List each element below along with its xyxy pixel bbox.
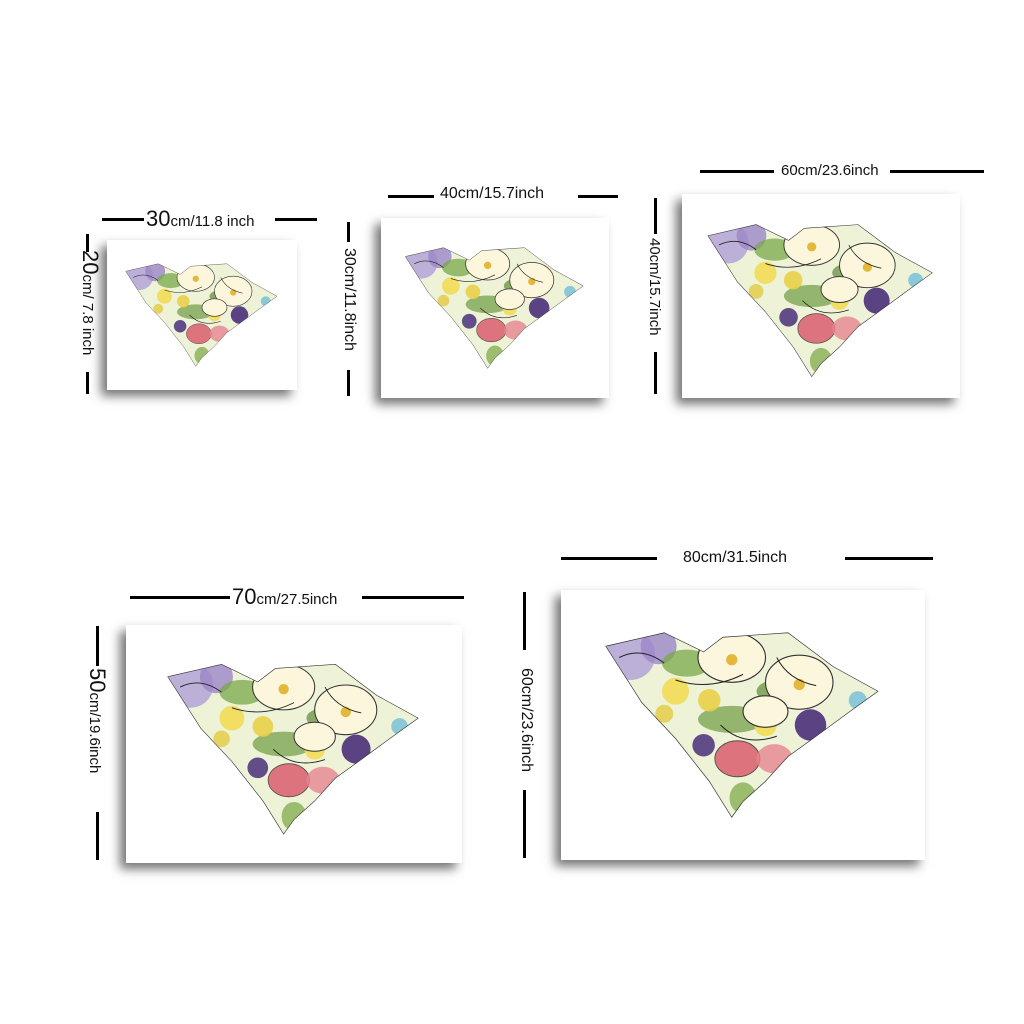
height-dimension-line bbox=[347, 370, 350, 396]
floral-artwork bbox=[682, 194, 960, 398]
width-dimension-line bbox=[130, 596, 230, 599]
height-dimension-line bbox=[523, 790, 526, 858]
width-dimension-label: 80cm/31.5inch bbox=[683, 549, 788, 566]
height-dimension-label: 50cm/19.6inch bbox=[85, 668, 110, 774]
floral-artwork bbox=[107, 240, 297, 390]
floral-artwork bbox=[381, 218, 609, 398]
width-dimension-label: 60cm/23.6inch bbox=[781, 162, 879, 179]
height-dimension-line bbox=[523, 592, 526, 650]
height-dimension-label: 60cm/23.6inch bbox=[518, 668, 535, 773]
canvas-print-30x20 bbox=[107, 240, 297, 390]
height-dimension-line bbox=[347, 222, 350, 242]
floral-artwork bbox=[126, 625, 462, 863]
width-dimension-line bbox=[275, 218, 317, 221]
height-dimension-line bbox=[86, 234, 89, 252]
height-dimension-line bbox=[654, 352, 657, 394]
width-dimension-line bbox=[561, 557, 657, 560]
width-dimension-line bbox=[578, 195, 618, 198]
floral-artwork bbox=[561, 590, 925, 860]
height-dimension-label: 40cm/15.7inch bbox=[646, 238, 663, 336]
width-dimension-line bbox=[890, 170, 984, 173]
width-dimension-line bbox=[700, 170, 774, 173]
width-dimension-line bbox=[388, 195, 434, 198]
height-dimension-label: 30cm/11.8inch bbox=[341, 248, 358, 351]
width-dimension-label: 30cm/11.8 inch bbox=[146, 206, 255, 231]
height-dimension-line bbox=[96, 812, 99, 860]
canvas-print-60x40 bbox=[682, 194, 960, 398]
width-dimension-line bbox=[362, 596, 464, 599]
width-dimension-line bbox=[845, 557, 933, 560]
canvas-print-40x30 bbox=[381, 218, 609, 398]
height-dimension-line bbox=[96, 626, 99, 666]
canvas-print-70x50 bbox=[126, 625, 462, 863]
height-dimension-line bbox=[654, 198, 657, 234]
height-dimension-line bbox=[86, 372, 89, 394]
canvas-print-80x60 bbox=[561, 590, 925, 860]
height-dimension-label: 20cm/ 7.8 inch bbox=[78, 250, 103, 356]
width-dimension-line bbox=[102, 218, 144, 221]
width-dimension-label: 70cm/27.5inch bbox=[232, 584, 338, 609]
width-dimension-label: 40cm/15.7inch bbox=[440, 185, 545, 202]
